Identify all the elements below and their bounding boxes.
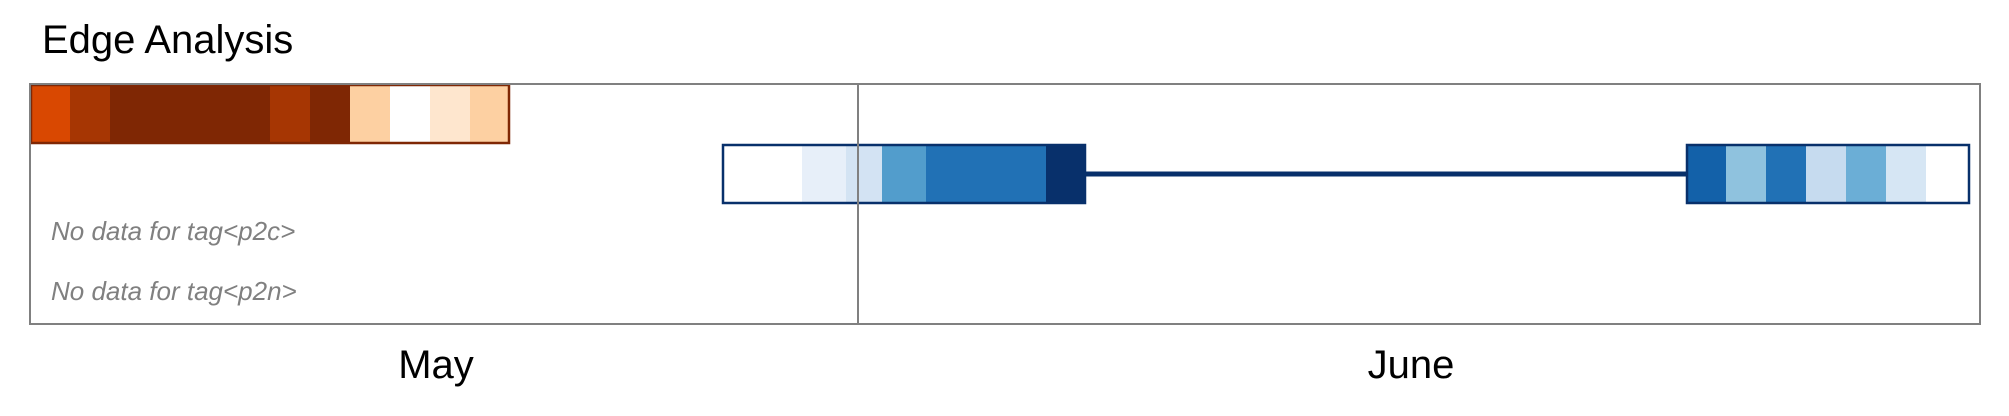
row-1-cell-1 <box>70 84 110 144</box>
row-2-cell-2 <box>846 144 882 204</box>
row-2-cell-9 <box>1806 144 1846 204</box>
no-data-label-p2n: No data for tag<p2n> <box>51 276 297 306</box>
row-1-cell-7 <box>430 84 470 144</box>
row-1-cell-4 <box>310 84 350 144</box>
row-2-cell-6 <box>1686 144 1726 204</box>
row-2-cell-0 <box>722 144 802 204</box>
row-1-cell-0 <box>30 84 70 144</box>
row-1-cell-2 <box>110 84 270 144</box>
row-1-cell-6 <box>390 84 430 144</box>
row-1-cell-5 <box>350 84 390 144</box>
row-1-cell-8 <box>470 84 510 144</box>
chart-marks <box>29 83 1971 205</box>
row-2-cell-1 <box>802 144 846 204</box>
plot-frame <box>29 83 1981 325</box>
chart-title: Edge Analysis <box>42 18 294 62</box>
row-2-cell-5 <box>1046 144 1086 204</box>
row-2-cell-11 <box>1886 144 1926 204</box>
row-1-cell-3 <box>270 84 310 144</box>
row-2-cell-12 <box>1926 144 1970 204</box>
row-2-group-outline-1 <box>1685 143 1971 205</box>
row-2-cell-7 <box>1726 144 1766 204</box>
month-label-may: May <box>398 343 474 387</box>
row-2-cell-3 <box>882 144 926 204</box>
no-data-label-p2c: No data for tag<p2c> <box>51 216 295 246</box>
row-2-group-outline-0 <box>721 143 1087 205</box>
row-2-cell-8 <box>1766 144 1806 204</box>
row-2-cell-4 <box>926 144 1046 204</box>
month-label-june: June <box>1368 343 1455 387</box>
row-2-cell-10 <box>1846 144 1886 204</box>
